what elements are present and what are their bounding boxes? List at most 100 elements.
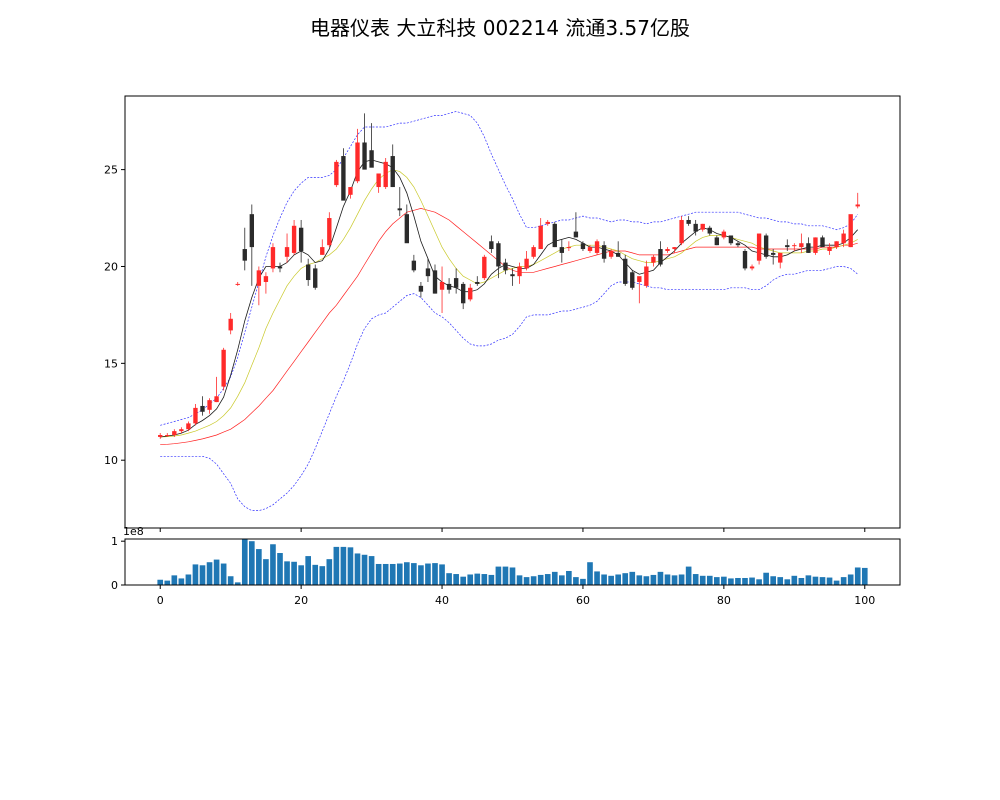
candle-body xyxy=(207,400,212,410)
volume-bar xyxy=(220,563,227,585)
candle-body xyxy=(785,245,790,248)
candle-body xyxy=(383,161,388,188)
volume-bar xyxy=(206,562,213,585)
ma10-line xyxy=(160,169,858,438)
candle-body xyxy=(799,243,804,248)
volume-bar xyxy=(234,582,241,585)
boll-lower-line xyxy=(160,266,858,511)
volume-bar xyxy=(361,554,368,585)
candle-body xyxy=(277,266,283,269)
candle-body xyxy=(545,221,550,224)
candle-body xyxy=(721,231,727,238)
candle-body xyxy=(242,249,247,261)
candle-body xyxy=(482,256,487,279)
volume-bar xyxy=(171,575,178,585)
volume-bar xyxy=(833,580,840,585)
candle-body xyxy=(770,252,776,255)
volume-bar xyxy=(742,577,748,585)
candle-body xyxy=(503,262,508,271)
volume-bar xyxy=(382,563,389,585)
candle-body xyxy=(291,225,297,253)
volume-bar xyxy=(749,577,755,585)
volume-bar xyxy=(840,577,847,585)
candle-body xyxy=(756,233,762,261)
volume-bar xyxy=(587,562,593,585)
candle-body xyxy=(658,249,663,265)
volume-bar xyxy=(439,564,445,585)
candle-body xyxy=(728,235,734,244)
volume-bar xyxy=(544,574,551,585)
candle-body xyxy=(566,247,572,249)
volume-bar xyxy=(636,575,643,585)
volume-bar xyxy=(580,578,586,585)
volume-bar xyxy=(559,575,565,585)
candle-body xyxy=(468,287,473,300)
candle-body xyxy=(256,270,262,286)
ma20-line xyxy=(160,208,858,446)
candle-body xyxy=(390,156,395,188)
candle-body xyxy=(559,247,565,253)
volume-bar xyxy=(657,571,664,585)
volume-bar xyxy=(249,541,255,585)
candle-body xyxy=(778,252,783,263)
volume-bar xyxy=(425,563,431,585)
candle-body xyxy=(573,231,579,238)
candle-body xyxy=(369,150,374,168)
volume-bar xyxy=(643,576,650,585)
volume-bar xyxy=(474,573,481,585)
candle-body xyxy=(165,435,170,437)
candle-body xyxy=(735,243,741,246)
candle-body xyxy=(707,227,712,234)
candle-body xyxy=(334,161,339,186)
candle-body xyxy=(348,187,353,195)
candle-body xyxy=(827,247,832,251)
volume-bar xyxy=(418,565,424,585)
boll-upper-line xyxy=(160,111,858,426)
candle-body xyxy=(228,318,233,331)
volume-bar xyxy=(784,579,791,585)
volume-bar xyxy=(227,576,234,585)
volume-bar xyxy=(312,564,319,585)
volume-bar xyxy=(432,563,438,585)
candle-body xyxy=(601,245,607,259)
candle-body xyxy=(686,219,691,224)
candle-body xyxy=(531,247,536,257)
volume-bar xyxy=(537,574,544,585)
candle-body xyxy=(615,252,621,257)
volume-bar xyxy=(270,544,276,585)
volume-bar xyxy=(798,577,805,585)
candle-body xyxy=(249,214,255,248)
volume-bar xyxy=(389,563,396,585)
x-tick-label: 20 xyxy=(294,594,308,607)
candle-body xyxy=(813,237,818,253)
volume-bar xyxy=(453,574,459,585)
volume-y-tick-label: 1 xyxy=(111,535,118,548)
candle-body xyxy=(418,285,424,292)
volume-bar xyxy=(495,566,502,585)
volume-bar xyxy=(671,575,678,585)
volume-bar xyxy=(692,574,699,585)
candle-body xyxy=(305,264,311,281)
candle-body xyxy=(630,272,635,288)
candle-body xyxy=(270,247,276,269)
candle-body xyxy=(679,219,684,244)
volume-bar xyxy=(714,577,720,585)
volume-bar xyxy=(735,577,741,585)
volume-panel: 0 1 1e8 0 20 40 60 80 100 xyxy=(111,525,901,607)
candle-body xyxy=(608,250,614,257)
volume-bar xyxy=(340,546,347,585)
candle-body xyxy=(749,266,755,269)
volume-bar xyxy=(826,577,833,585)
candle-body xyxy=(460,283,466,304)
x-tick-label: 60 xyxy=(576,594,590,607)
candle-body xyxy=(806,243,811,253)
volume-bar xyxy=(354,553,361,585)
candle-body xyxy=(672,247,677,250)
volume-bar xyxy=(291,561,297,585)
volume-bar xyxy=(685,566,692,585)
volume-bar xyxy=(615,574,621,585)
volume-bar xyxy=(650,574,657,585)
candle-body xyxy=(700,223,705,230)
candle-body xyxy=(362,142,367,170)
